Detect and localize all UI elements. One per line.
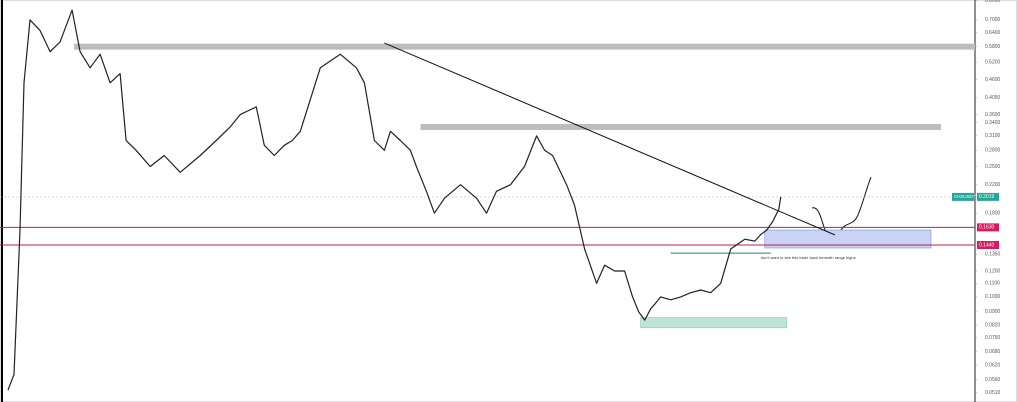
y-tick-label: 0.2500 — [985, 164, 1001, 170]
level-tag-label: 0.1630 — [979, 225, 995, 231]
y-tick-label: 0.8000 — [985, 0, 1001, 4]
y-tick-label: 0.3600 — [985, 112, 1001, 118]
level-tag — [977, 223, 999, 232]
y-tick-label: 0.0510 — [985, 390, 1001, 396]
y-tick-label: 0.6400 — [985, 30, 1001, 36]
symbol-tag — [952, 192, 974, 201]
level-tag — [977, 241, 999, 250]
y-tick-label: 0.5200 — [985, 60, 1001, 66]
price-tag — [977, 192, 999, 201]
y-tick-label: 0.4050 — [985, 95, 1001, 101]
support-box — [640, 317, 788, 329]
y-tick-label: 0.3400 — [985, 120, 1001, 126]
y-tick-label: 0.1100 — [985, 281, 1000, 287]
y-tick-label: 0.0560 — [985, 377, 1001, 383]
y-tick-label: 0.1000 — [985, 294, 1001, 300]
y-tick-label: 0.0750 — [985, 335, 1001, 341]
symbol-label: CHZUSDT — [954, 194, 976, 199]
level-tag-label: 0.1440 — [979, 242, 995, 248]
y-tick-label: 0.1200 — [985, 268, 1001, 274]
y-tick-label: 0.1800 — [985, 211, 1001, 217]
y-tick-label: 0.2800 — [985, 148, 1001, 154]
y-tick-label: 0.4600 — [985, 77, 1001, 83]
y-tick-label: 0.0820 — [985, 322, 1001, 328]
y-tick-label: 0.2200 — [985, 182, 1001, 188]
annotation: don't want to see this trade back beneat… — [761, 255, 856, 260]
price-tag-label: 0.2019 — [979, 194, 995, 200]
y-tick-label: 0.0620 — [985, 362, 1001, 368]
price-line — [7, 9, 782, 391]
trendline — [384, 42, 836, 236]
y-tick-label: 0.3100 — [985, 133, 1001, 139]
resistance-band — [74, 43, 975, 50]
resistance-band — [420, 123, 941, 130]
range-box — [764, 229, 932, 249]
y-tick-label: 0.0680 — [985, 349, 1001, 355]
y-tick-label: 0.7000 — [985, 17, 1001, 23]
y-tick-label: 0.1350 — [985, 252, 1001, 258]
y-tick-label: 0.5800 — [985, 44, 1001, 50]
y-tick-label: 0.0900 — [985, 309, 1001, 315]
